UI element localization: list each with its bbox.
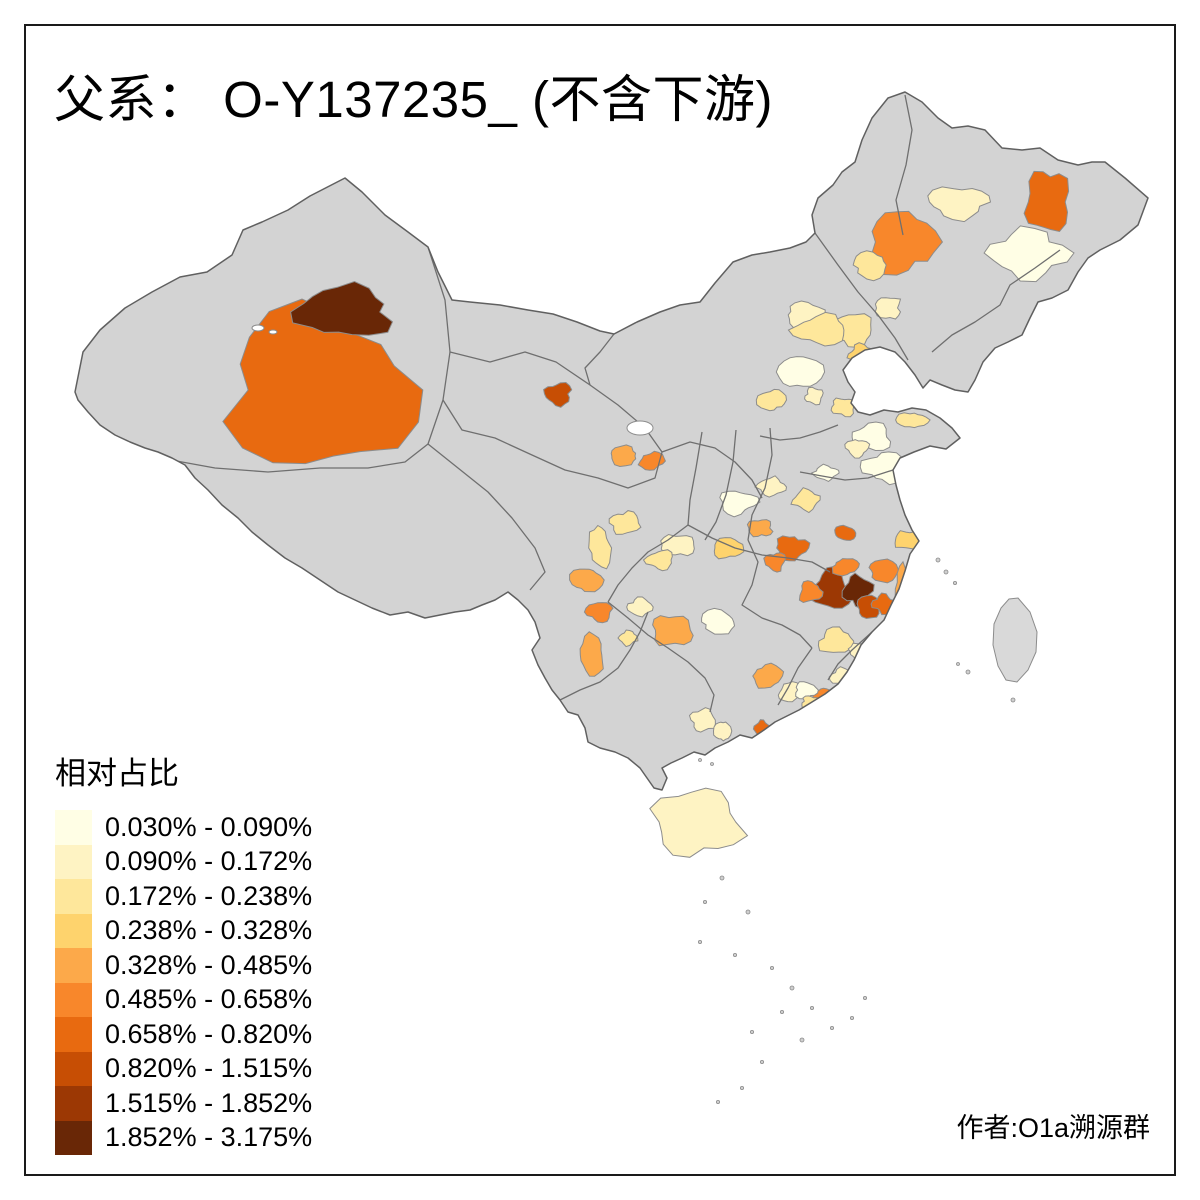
prefecture-region [983,225,1075,283]
legend-label: 0.485% - 0.658% [105,984,313,1015]
prefecture-region [688,707,716,733]
legend-item: 0.485% - 0.658% [55,982,313,1017]
small-islands [698,557,1016,1105]
legend-swatch [55,982,92,1017]
legend-label: 0.238% - 0.328% [105,915,313,946]
legend-swatch [55,948,92,983]
prefecture-region [608,510,642,535]
prefecture-region [804,386,824,406]
page-title: 父系： O-Y137235_ (不含下游) [54,71,774,128]
legend-item: 0.328% - 0.485% [55,948,312,983]
prefecture-region [652,615,694,647]
legend-item: 0.090% - 0.172% [55,844,313,879]
legend-item: 0.238% - 0.328% [55,913,313,948]
legend-swatch [55,879,92,914]
legend-item: 1.515% - 1.852% [55,1086,312,1121]
prefecture-region [712,721,733,742]
legend-swatch [55,1017,92,1052]
qinghai-lake [626,420,654,436]
prefecture-region [852,250,887,282]
legend-swatch [55,913,92,948]
prefecture-region [755,388,788,412]
legend-label: 1.515% - 1.852% [105,1087,313,1118]
prefecture-region [642,549,673,572]
prefecture-region [795,681,819,700]
prefecture-region [775,356,826,387]
prefecture-region [626,596,654,618]
legend-swatch [55,1086,92,1121]
prefecture-region [701,607,736,635]
prefecture-region [810,463,840,482]
prefecture-region [583,602,614,624]
prefecture-region [290,280,394,336]
attribution-text: 作者:O1a溯源群 [956,1113,1150,1143]
prefecture-region [579,631,604,677]
legend-item: 1.852% - 3.175% [55,1120,313,1155]
prefecture-region [1023,170,1070,233]
legend-item: 0.820% - 1.515% [55,1051,313,1086]
prefecture-region [798,580,824,604]
prefecture-region [746,519,774,538]
prefecture-region [913,520,935,535]
legend-label: 0.090% - 0.172% [105,846,313,877]
national-border-outline [74,91,1149,791]
small-lake [251,324,265,332]
prefecture-region [868,558,900,584]
prefecture-region [834,524,857,541]
province-borders [107,94,1061,713]
prefecture-region [830,397,856,418]
prefecture-region [817,626,855,653]
prefecture-region [874,297,902,320]
prefecture-region [617,629,639,648]
prefecture-region [752,662,785,689]
legend-label: 1.852% - 3.175% [105,1122,313,1153]
legend-swatch [55,1120,92,1155]
legend-label: 0.328% - 0.485% [105,949,313,980]
legend-swatch [55,1051,92,1086]
prefecture-region [927,186,992,223]
small-lake [268,329,278,335]
prefecture-region [895,412,931,429]
prefecture-region [844,439,871,459]
prefecture-region [787,311,845,347]
legend-items: 0.030% - 0.090% 0.090% - 0.172% 0.172% - 0… [55,810,312,1155]
prefecture-region [719,490,761,518]
prefecture-region [588,524,613,570]
hainan-island [649,787,749,858]
legend-swatch [55,844,92,879]
legend-label: 0.172% - 0.238% [105,880,313,911]
prefecture-region [777,681,802,703]
prefecture-region [543,381,573,408]
prefecture-region [569,568,605,593]
legend-item: 0.030% - 0.090% [55,810,312,845]
taiwan-island [992,597,1038,683]
prefecture-region [610,444,637,468]
prefecture-region [649,787,749,858]
lakes [251,324,654,436]
legend-label: 0.030% - 0.090% [105,811,313,842]
legend-item: 0.172% - 0.238% [55,879,312,914]
prefecture-region [871,210,944,276]
prefecture-region [790,487,821,514]
legend-item: 0.658% - 0.820% [55,1017,312,1052]
legend: 相对占比 0.030% - 0.090% 0.090% - 0.172% 0.172… [55,748,312,1155]
legend-label: 0.658% - 0.820% [105,1018,313,1049]
legend-label: 0.820% - 1.515% [105,1053,313,1084]
legend-swatch [55,810,92,845]
legend-title: 相对占比 [55,756,179,791]
prefecture-region [831,558,860,577]
